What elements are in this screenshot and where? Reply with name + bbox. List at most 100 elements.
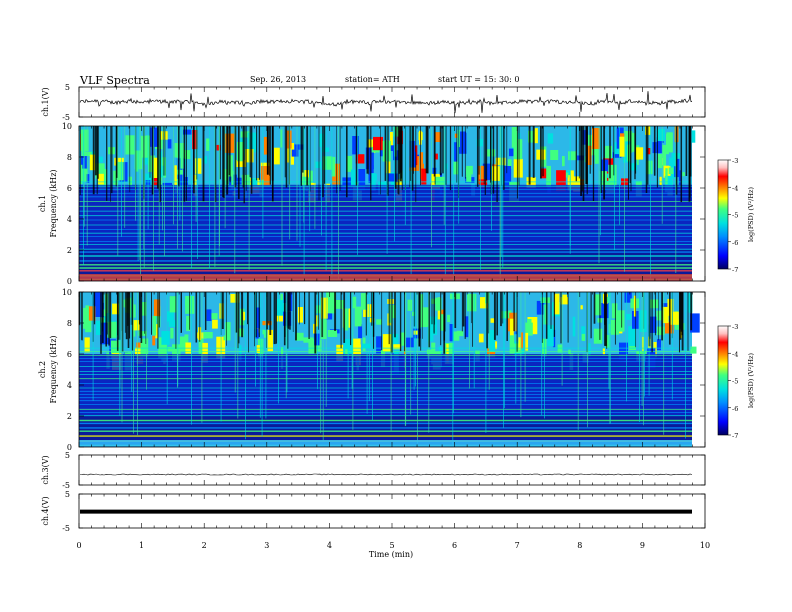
psd-patch: [223, 335, 229, 341]
mid-band: [79, 184, 692, 250]
psd-patch: [388, 145, 395, 151]
y-tick-label: 4: [67, 215, 72, 224]
colorbar-tick-label: -7: [732, 266, 738, 274]
psd-patch: [649, 316, 657, 333]
psd-patch: [657, 339, 661, 351]
psd-patch: [354, 306, 362, 327]
psd-patch: [635, 147, 644, 160]
psd-patch: [525, 332, 529, 351]
psd-patch: [649, 299, 659, 309]
psd-patch: [513, 139, 523, 160]
psd-patch: [382, 334, 393, 352]
y-axis-label-5: ch.4(V): [41, 496, 50, 525]
psd-patch: [479, 179, 488, 188]
psd-patch: [97, 156, 103, 163]
psd-patch: [435, 132, 441, 142]
psd-patch: [687, 293, 693, 313]
psd-patch: [280, 129, 283, 148]
y-axis-label-4: ch.3(V): [41, 455, 50, 484]
psd-patch: [274, 147, 280, 165]
spectrogram-ch.1: [79, 126, 696, 281]
psd-patch: [670, 311, 679, 325]
psd-patch: [405, 337, 414, 348]
psd-patch: [407, 299, 413, 311]
psd-patch: [440, 314, 446, 331]
psd-patch: [92, 292, 103, 306]
x-tick-label: 2: [202, 541, 207, 550]
psd-patch: [547, 133, 554, 144]
psd-patch: [343, 308, 349, 331]
colorbar-tick-label: -4: [732, 350, 738, 358]
psd-patch: [536, 300, 545, 315]
psd-patch: [161, 331, 170, 345]
psd-patch: [528, 130, 536, 143]
low-band: [79, 440, 692, 447]
psd-patch: [210, 313, 218, 319]
mid-band: [79, 354, 692, 416]
psd-patch: [543, 304, 548, 325]
psd-patch: [239, 345, 242, 361]
psd-patch: [553, 293, 560, 315]
psd-patch: [668, 167, 674, 174]
psd-patch: [169, 296, 177, 313]
y-tick-label: 6: [67, 184, 72, 193]
time-axis: 0 1 2 3 4 5 6 7 8 9 10: [76, 541, 710, 550]
figure-title: VLF Spectra: [79, 74, 150, 87]
psd-patch: [186, 315, 191, 332]
psd-patch: [581, 326, 586, 341]
psd-patch: [280, 293, 283, 301]
psd-patch: [656, 310, 663, 321]
psd-patch: [240, 131, 250, 138]
y-tick-label: -5: [62, 524, 70, 533]
psd-patch: [562, 294, 567, 301]
psd-patch: [170, 328, 174, 339]
psd-patch: [482, 163, 493, 181]
psd-patch: [636, 159, 639, 165]
psd-patch: [297, 307, 303, 323]
psd-patch: [308, 338, 317, 354]
psd-patch: [605, 334, 610, 348]
psd-patch: [327, 330, 338, 337]
psd-patch: [314, 333, 320, 346]
channel-label-ch.2: ch.2: [38, 361, 47, 378]
psd-patch: [334, 300, 345, 309]
psd-patch: [242, 311, 246, 321]
psd-patch: [418, 307, 429, 328]
psd-patch: [629, 132, 635, 152]
x-tick-label: 7: [515, 541, 520, 550]
psd-patch: [581, 333, 586, 341]
y-tick-label: 5: [65, 451, 70, 460]
psd-patch: [212, 319, 218, 329]
psd-patch: [148, 155, 156, 172]
psd-patch: [480, 297, 488, 309]
psd-patch: [490, 166, 501, 181]
psd-patch: [163, 343, 168, 362]
psd-patch: [138, 331, 147, 336]
psd-patch: [657, 154, 663, 169]
psd-patch: [588, 343, 591, 356]
psd-patch: [456, 330, 464, 337]
psd-patch: [568, 151, 577, 161]
psd-patch: [310, 170, 313, 184]
y-axis-label-frequency: Frequency (kHz): [49, 169, 58, 237]
psd-patch: [507, 159, 512, 170]
psd-patch: [295, 332, 304, 341]
psd-patch: [291, 149, 299, 157]
psd-patch: [526, 177, 536, 188]
psd-patch: [387, 299, 394, 304]
psd-patch: [625, 313, 632, 320]
y-tick-label: 8: [67, 319, 72, 328]
psd-patch: [367, 139, 376, 153]
psd-patch: [662, 306, 669, 324]
psd-patch: [106, 321, 117, 338]
psd-patch: [172, 344, 181, 361]
psd-patch: [174, 165, 177, 187]
psd-patch: [520, 332, 523, 349]
y-axis-label-1: ch.1(V): [41, 87, 50, 116]
psd-patch: [421, 168, 427, 185]
x-tick-label: 10: [700, 541, 710, 550]
psd-patch: [466, 168, 472, 183]
psd-patch: [665, 168, 668, 185]
psd-patch: [305, 175, 311, 192]
psd-patch: [659, 176, 662, 186]
